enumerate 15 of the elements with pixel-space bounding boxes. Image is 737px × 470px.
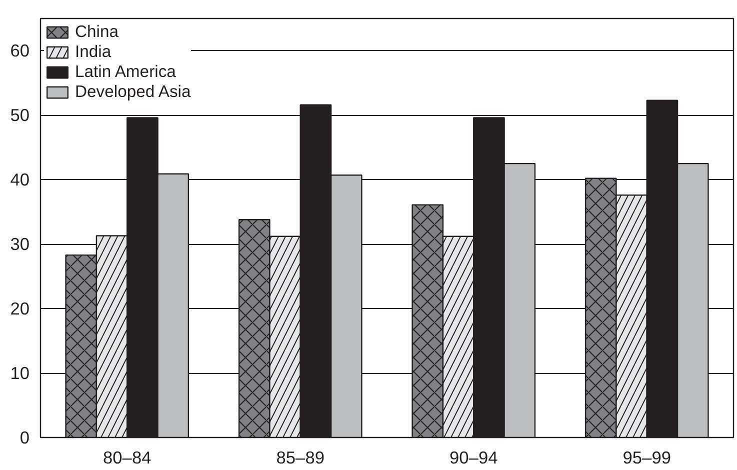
legend-label: Developed Asia [75, 82, 191, 102]
y-tick-label: 40 [10, 170, 30, 190]
y-tick-label: 50 [10, 105, 30, 126]
legend-label: China [75, 22, 119, 42]
x-tick-label: 80–84 [103, 448, 152, 468]
legend-label: India [75, 42, 112, 62]
y-tick-label: 0 [20, 428, 30, 448]
x-tick-label: 90–94 [450, 448, 498, 468]
y-tick-label: 20 [10, 298, 30, 319]
y-tick-label: 30 [10, 234, 30, 254]
x-tick-label: 85–89 [276, 448, 324, 468]
x-tick-label: 95–99 [622, 448, 671, 468]
y-tick-label: 10 [10, 363, 30, 384]
y-tick-label: 60 [10, 40, 30, 61]
legend-label: Latin America [75, 62, 176, 82]
